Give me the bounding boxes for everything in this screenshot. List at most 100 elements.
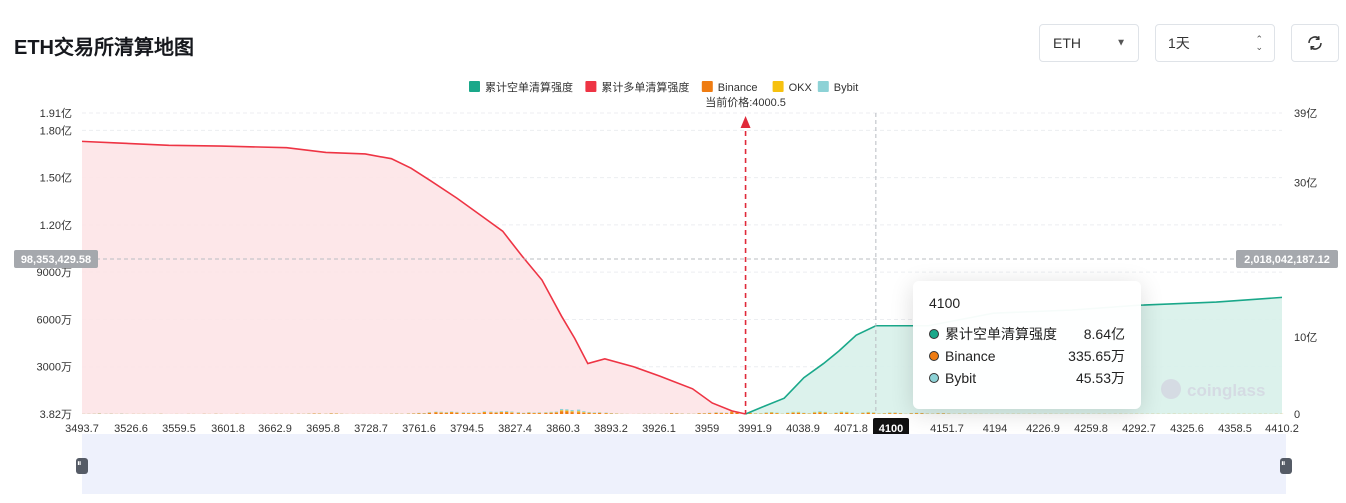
legend-label: Binance (718, 82, 758, 94)
bar-binance (791, 412, 795, 414)
bar-binance (549, 412, 553, 414)
legend-label: OKX (789, 82, 813, 94)
bar-binance (823, 412, 827, 414)
left-axis-tick: 9000万 (37, 267, 72, 279)
bar-bybit (818, 411, 822, 412)
bar-binance (467, 413, 471, 414)
bar-bybit (791, 411, 795, 413)
bar-binance (845, 412, 849, 414)
bar-bybit (577, 409, 581, 412)
bar-binance (527, 412, 531, 414)
bar-binance (532, 413, 536, 414)
bar-binance (735, 412, 739, 414)
bar-binance (417, 413, 421, 414)
tooltip-title: 4100 (929, 295, 961, 311)
bar-binance (818, 412, 822, 414)
x-axis-tick: 3695.8 (306, 423, 340, 435)
tooltip-dot (929, 329, 939, 339)
x-axis-tick: 4410.2 (1265, 423, 1299, 435)
bar-okx (510, 412, 514, 413)
bar-binance (510, 412, 514, 414)
bar-binance (444, 413, 448, 414)
refresh-button[interactable] (1291, 24, 1339, 62)
bar-binance (472, 413, 476, 414)
bar-bybit (510, 411, 514, 413)
bar-binance (812, 412, 817, 414)
x-axis-tick: 4292.7 (1122, 423, 1156, 435)
bar-binance (719, 413, 723, 414)
bar-okx (812, 412, 817, 413)
right-axis-tick: 0 (1294, 409, 1300, 421)
bar-binance (582, 412, 586, 414)
legend-label: 累计多单清算强度 (601, 80, 689, 94)
x-axis-tick: 3493.7 (65, 423, 99, 435)
x-axis-tick: 3926.1 (642, 423, 676, 435)
crosshair-right-badge (1236, 250, 1338, 269)
tooltip-label: Binance (945, 348, 996, 364)
slider-left-handle[interactable] (76, 458, 88, 474)
bar-okx (791, 412, 795, 413)
bar-binance (893, 413, 897, 414)
watermark: coinglass (1187, 381, 1265, 400)
bar-okx (770, 412, 774, 414)
bar-okx (818, 411, 822, 413)
tooltip-label: Bybit (945, 370, 977, 386)
current-price-label: 当前价格:4000.5 (705, 95, 786, 109)
bar-binance (461, 413, 466, 414)
legend-swatch (772, 81, 784, 92)
bar-binance (786, 413, 790, 414)
current-price-arrow (740, 116, 751, 128)
page-title: ETH交易所清算地图 (14, 37, 194, 59)
up-down-icon: ⌃ ⌄ (1255, 34, 1263, 52)
bar-okx (565, 410, 569, 412)
coin-select[interactable]: ETH ▼ (1039, 24, 1139, 62)
slider-right-handle[interactable] (1280, 458, 1292, 474)
bar-binance (494, 412, 498, 414)
bar-binance (888, 413, 892, 414)
bar-okx (499, 411, 503, 413)
bar-okx (577, 411, 581, 413)
bar-binance (592, 413, 596, 414)
tooltip-value: 335.65万 (1068, 348, 1125, 364)
period-select[interactable]: 1天 ⌃ ⌄ (1155, 24, 1275, 62)
legend-swatch (701, 81, 713, 92)
bar-bybit (845, 411, 849, 413)
tooltip-row: 累计空单清算强度 8.64亿 (929, 323, 1125, 345)
bar-okx (845, 412, 849, 413)
x-axis-tick: 4358.5 (1218, 423, 1252, 435)
bar-bybit (839, 411, 844, 413)
right-axis-tick: 39亿 (1294, 107, 1317, 120)
left-axis-tick: 3.82万 (40, 409, 72, 421)
bar-binance (872, 413, 876, 414)
bar-binance (914, 413, 919, 414)
bar-bybit (796, 411, 801, 413)
bar-binance (724, 413, 729, 414)
bar-bybit (494, 411, 498, 413)
tooltip-dot (929, 373, 939, 383)
crosshair-left-value: 98,353,429.58 (21, 254, 91, 266)
bar-bybit (505, 411, 509, 412)
left-axis-tick: 1.20亿 (40, 219, 72, 232)
crosshair-left-badge (14, 250, 98, 269)
bar-okx (796, 412, 801, 413)
left-axis-tick: 1.50亿 (40, 172, 72, 185)
range-slider[interactable] (82, 434, 1286, 494)
x-axis-tick: 4226.9 (1026, 423, 1060, 435)
bar-binance (770, 413, 774, 414)
x-axis-tick: 3601.8 (211, 423, 245, 435)
legend-swatch (469, 81, 480, 92)
refresh-icon (1308, 36, 1322, 50)
bar-binance (482, 412, 486, 414)
bar-binance (669, 413, 674, 414)
bar-binance (455, 412, 459, 414)
bar-binance (427, 412, 431, 414)
bar-bybit (823, 411, 827, 413)
bar-binance (587, 413, 591, 414)
left-axis-tick: 3000万 (37, 362, 72, 374)
bar-bybit (527, 412, 531, 413)
legend-label: Bybit (834, 82, 858, 94)
bar-binance (522, 413, 526, 414)
bar-binance (505, 412, 509, 414)
x-axis-tick: 4259.8 (1074, 423, 1108, 435)
